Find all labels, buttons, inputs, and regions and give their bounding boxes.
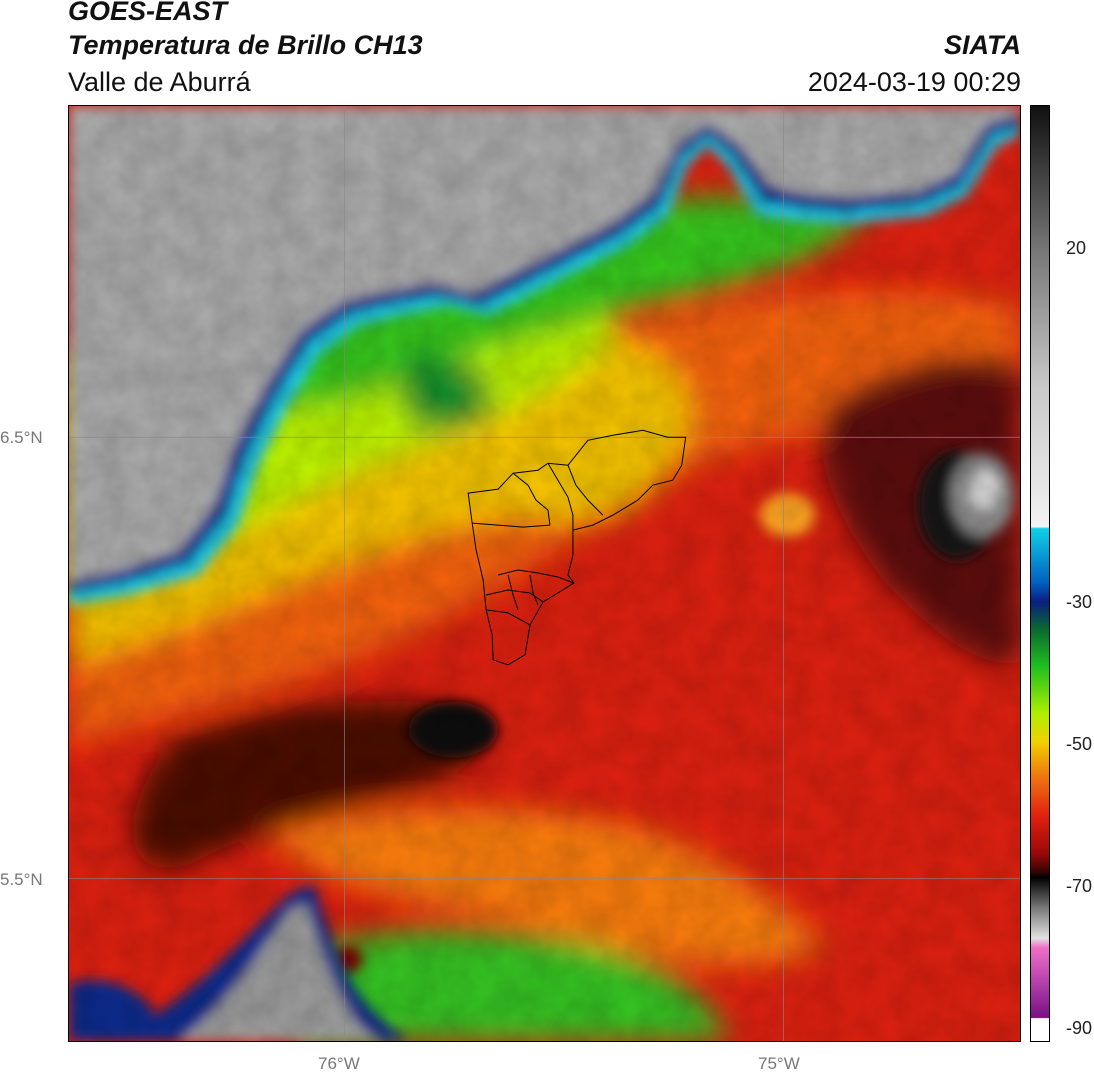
cloud-texture <box>69 106 1020 1041</box>
region-label: Valle de Aburrá <box>68 67 251 97</box>
colorbar-tick-minus70: -70 <box>1066 876 1093 896</box>
colorbar <box>1030 105 1050 1042</box>
lat-label-5-5N: 5.5°N <box>0 870 43 889</box>
boundary-north-3 <box>567 465 604 516</box>
colorbar-tick-minus50: -50 <box>1066 734 1093 754</box>
municipal-boundaries <box>467 429 687 666</box>
boundary-north-1 <box>512 472 551 526</box>
brightness-temperature-map <box>68 105 1021 1042</box>
colorbar-tick-minus90: -90 <box>1066 1018 1093 1038</box>
boundary-mid-1 <box>472 522 551 528</box>
boundary-north-2 <box>547 462 574 531</box>
boundary-mid-2 <box>497 569 575 584</box>
colorbar-tick-minus30: -30 <box>1066 592 1093 612</box>
datetime-label: 2024-03-19 00:29 <box>807 67 1021 97</box>
lat-label-6-5N: 6.5°N <box>0 428 43 447</box>
agency-label: SIATA <box>944 30 1021 60</box>
satellite-title: GOES-EAST <box>68 0 228 26</box>
lon-label-75W: 75°W <box>758 1054 800 1073</box>
boundary-mid-5 <box>529 574 539 606</box>
boundary-south <box>486 609 531 626</box>
boundary-outline <box>467 429 687 666</box>
boundary-mid-3 <box>486 589 544 603</box>
lon-label-76W: 76°W <box>318 1054 360 1073</box>
product-title: Temperatura de Brillo CH13 <box>68 30 423 60</box>
boundary-mid-4 <box>507 574 519 611</box>
colorbar-tick-20: 20 <box>1066 238 1087 258</box>
